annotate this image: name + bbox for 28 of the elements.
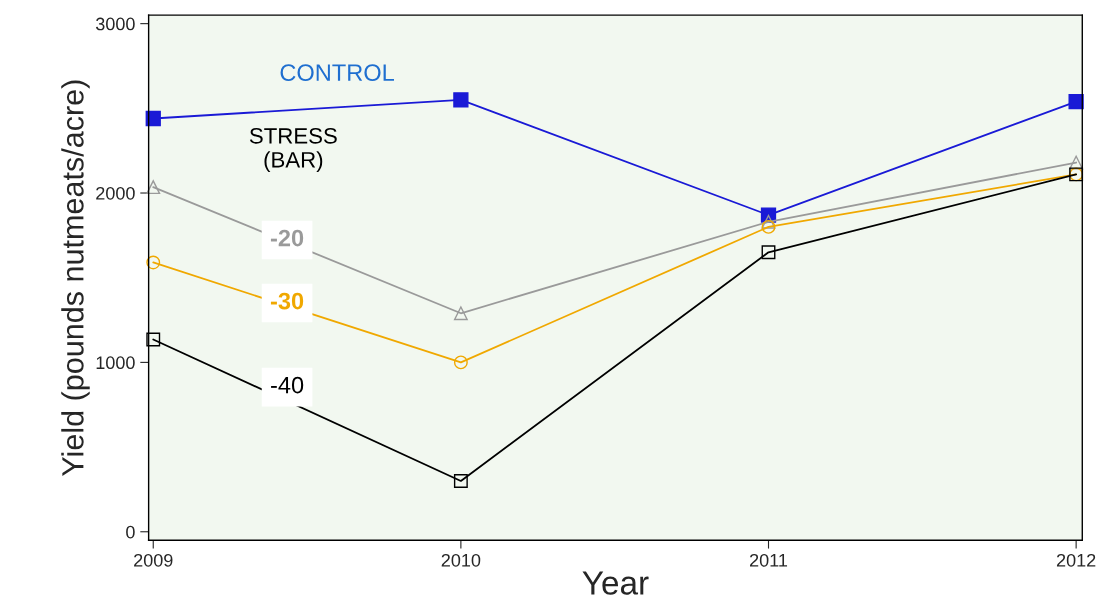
- x-tick-label: 2010: [441, 553, 481, 567]
- point: [761, 214, 776, 229]
- legend-title: STRESS (BAR): [249, 127, 337, 173]
- y-axis-title: Yield (pounds nutmeats/acre): [61, 80, 90, 477]
- point: [761, 245, 776, 260]
- point: [761, 219, 776, 234]
- series-label: -30: [270, 292, 304, 310]
- point: [146, 255, 161, 270]
- series-label: -40: [271, 376, 304, 394]
- x-tick-label: 2012: [1056, 553, 1096, 567]
- x-tick-label: 2011: [750, 553, 788, 567]
- series-label: -20: [270, 229, 304, 247]
- y-tick-label: 1000: [96, 356, 135, 370]
- x-tick-label: 2009: [134, 553, 173, 567]
- point: [1068, 93, 1084, 110]
- point: [145, 110, 161, 127]
- point: [453, 306, 468, 321]
- point: [453, 474, 468, 488]
- point: [146, 180, 161, 195]
- point: [1069, 155, 1084, 170]
- point: [453, 92, 469, 108]
- y-tick-label: 2000: [96, 186, 135, 200]
- point: [146, 332, 161, 347]
- point: [453, 355, 468, 370]
- y-tick-label: 3000: [95, 17, 135, 31]
- x-axis-title: Year: [582, 571, 649, 595]
- series-label: CONTROL: [280, 64, 394, 82]
- y-tick-label: 0: [126, 525, 135, 539]
